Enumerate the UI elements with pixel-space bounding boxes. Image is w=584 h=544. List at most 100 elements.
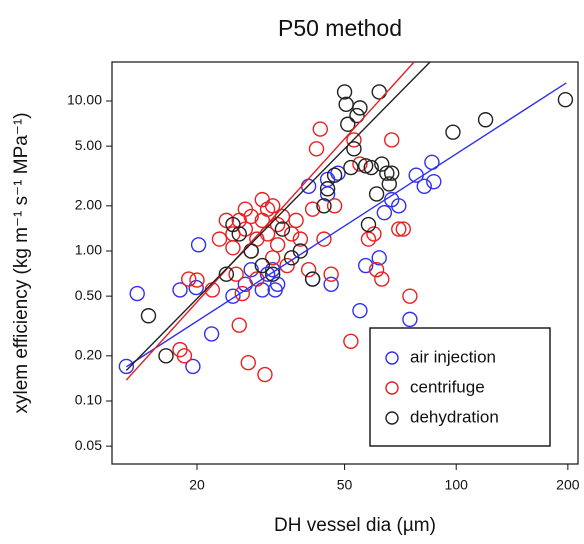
point <box>357 257 374 274</box>
point <box>189 272 205 288</box>
point <box>243 243 259 259</box>
point <box>360 216 377 233</box>
plot-area <box>118 62 574 383</box>
point <box>395 221 412 237</box>
point <box>243 208 259 225</box>
point <box>349 107 365 124</box>
x-axis-label: DH vessel dia (µm) <box>274 515 436 536</box>
y-tick-label: 1.00 <box>75 242 102 258</box>
y-tick-label: 5.00 <box>75 137 102 153</box>
point <box>316 198 332 214</box>
point <box>352 100 368 116</box>
point <box>477 112 494 128</box>
point <box>336 84 353 100</box>
point <box>323 276 339 292</box>
point <box>118 358 135 375</box>
point <box>326 198 343 214</box>
point <box>374 271 390 287</box>
legend-label: air injection <box>410 347 496 366</box>
point <box>416 178 432 194</box>
point <box>366 226 382 242</box>
point <box>211 231 228 247</box>
point <box>259 266 276 282</box>
point <box>185 358 201 375</box>
point <box>288 212 304 229</box>
point <box>426 173 442 190</box>
y-tick-label: 0.50 <box>75 287 102 303</box>
point <box>363 159 379 176</box>
point <box>346 141 362 157</box>
x-tick-label: 100 <box>445 477 469 493</box>
point <box>371 250 387 266</box>
point <box>402 311 418 328</box>
point <box>343 159 359 176</box>
point <box>312 121 328 137</box>
point <box>140 308 157 324</box>
point <box>158 348 174 364</box>
point <box>274 208 291 225</box>
legend-label: centrifuge <box>410 377 485 396</box>
point <box>340 116 356 132</box>
point <box>231 226 247 242</box>
point <box>264 198 281 214</box>
point <box>228 266 244 282</box>
point <box>129 285 145 302</box>
point <box>269 237 286 253</box>
point <box>259 201 276 217</box>
point <box>292 243 309 259</box>
point <box>391 221 407 237</box>
point <box>292 231 309 247</box>
x-tick-label: 20 <box>189 477 205 493</box>
point <box>384 132 400 148</box>
point <box>338 96 354 113</box>
point <box>300 262 317 278</box>
point <box>352 302 368 319</box>
point <box>330 165 346 181</box>
point <box>381 176 397 192</box>
point <box>445 124 461 140</box>
point <box>231 317 247 333</box>
fit-line <box>125 82 567 368</box>
point <box>384 165 400 181</box>
fit-line <box>125 62 415 381</box>
point <box>243 262 259 278</box>
point <box>308 141 325 157</box>
point <box>368 262 385 278</box>
point <box>304 271 321 287</box>
point <box>374 156 390 172</box>
x-tick-label: 50 <box>337 477 353 493</box>
y-tick-label: 0.10 <box>75 392 102 408</box>
y-axis-label: xylem efficiency (kg m⁻¹ s⁻¹ MPa⁻¹) <box>11 112 32 413</box>
y-tick-label: 2.00 <box>75 197 102 213</box>
point <box>181 271 197 287</box>
point <box>240 354 256 371</box>
point <box>264 262 281 278</box>
point <box>254 257 270 274</box>
point <box>225 240 241 256</box>
y-tick-label: 0.05 <box>75 437 102 453</box>
x-tick-label: 200 <box>556 477 580 493</box>
point <box>376 205 393 221</box>
legend-marker <box>385 411 399 425</box>
point <box>234 285 251 302</box>
point <box>203 326 220 342</box>
point <box>319 181 336 197</box>
point <box>352 156 368 172</box>
legend-marker <box>385 381 399 395</box>
point <box>326 167 343 183</box>
point <box>274 221 291 237</box>
point <box>254 282 270 298</box>
point <box>225 288 241 304</box>
legend-label: dehydration <box>410 407 499 426</box>
point <box>371 84 387 100</box>
point <box>346 132 362 148</box>
point <box>264 250 281 266</box>
point <box>279 257 295 274</box>
point <box>323 266 339 282</box>
point <box>343 333 359 349</box>
point <box>304 201 321 217</box>
point <box>264 266 281 282</box>
point <box>190 237 207 253</box>
fit-line <box>125 62 431 371</box>
